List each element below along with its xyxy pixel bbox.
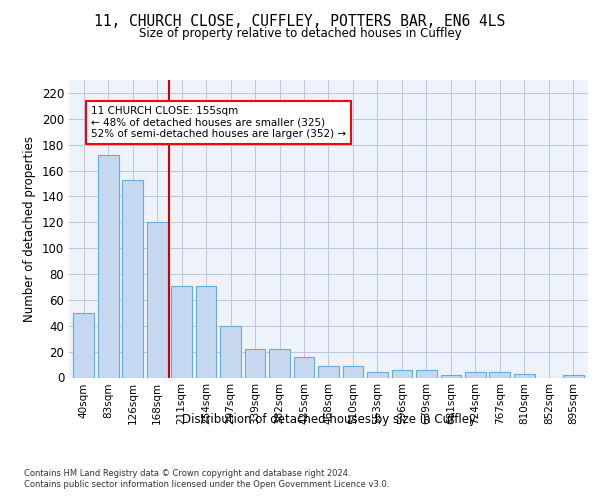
- Bar: [392, 370, 412, 378]
- Text: Contains HM Land Registry data © Crown copyright and database right 2024.: Contains HM Land Registry data © Crown c…: [24, 469, 350, 478]
- Bar: [122, 180, 143, 378]
- Y-axis label: Number of detached properties: Number of detached properties: [23, 136, 36, 322]
- Text: Distribution of detached houses by size in Cuffley: Distribution of detached houses by size …: [182, 412, 476, 426]
- Bar: [171, 286, 192, 378]
- Bar: [563, 375, 584, 378]
- Bar: [269, 349, 290, 378]
- Bar: [220, 326, 241, 378]
- Bar: [440, 375, 461, 378]
- Bar: [293, 357, 314, 378]
- Text: Size of property relative to detached houses in Cuffley: Size of property relative to detached ho…: [139, 28, 461, 40]
- Text: 11, CHURCH CLOSE, CUFFLEY, POTTERS BAR, EN6 4LS: 11, CHURCH CLOSE, CUFFLEY, POTTERS BAR, …: [94, 14, 506, 29]
- Bar: [196, 286, 217, 378]
- Bar: [343, 366, 364, 378]
- Bar: [98, 155, 119, 378]
- Bar: [367, 372, 388, 378]
- Bar: [465, 372, 486, 378]
- Bar: [73, 313, 94, 378]
- Text: 11 CHURCH CLOSE: 155sqm
← 48% of detached houses are smaller (325)
52% of semi-d: 11 CHURCH CLOSE: 155sqm ← 48% of detache…: [91, 106, 346, 139]
- Bar: [147, 222, 167, 378]
- Bar: [245, 349, 265, 378]
- Bar: [416, 370, 437, 378]
- Bar: [514, 374, 535, 378]
- Bar: [490, 372, 510, 378]
- Text: Contains public sector information licensed under the Open Government Licence v3: Contains public sector information licen…: [24, 480, 389, 489]
- Bar: [318, 366, 339, 378]
